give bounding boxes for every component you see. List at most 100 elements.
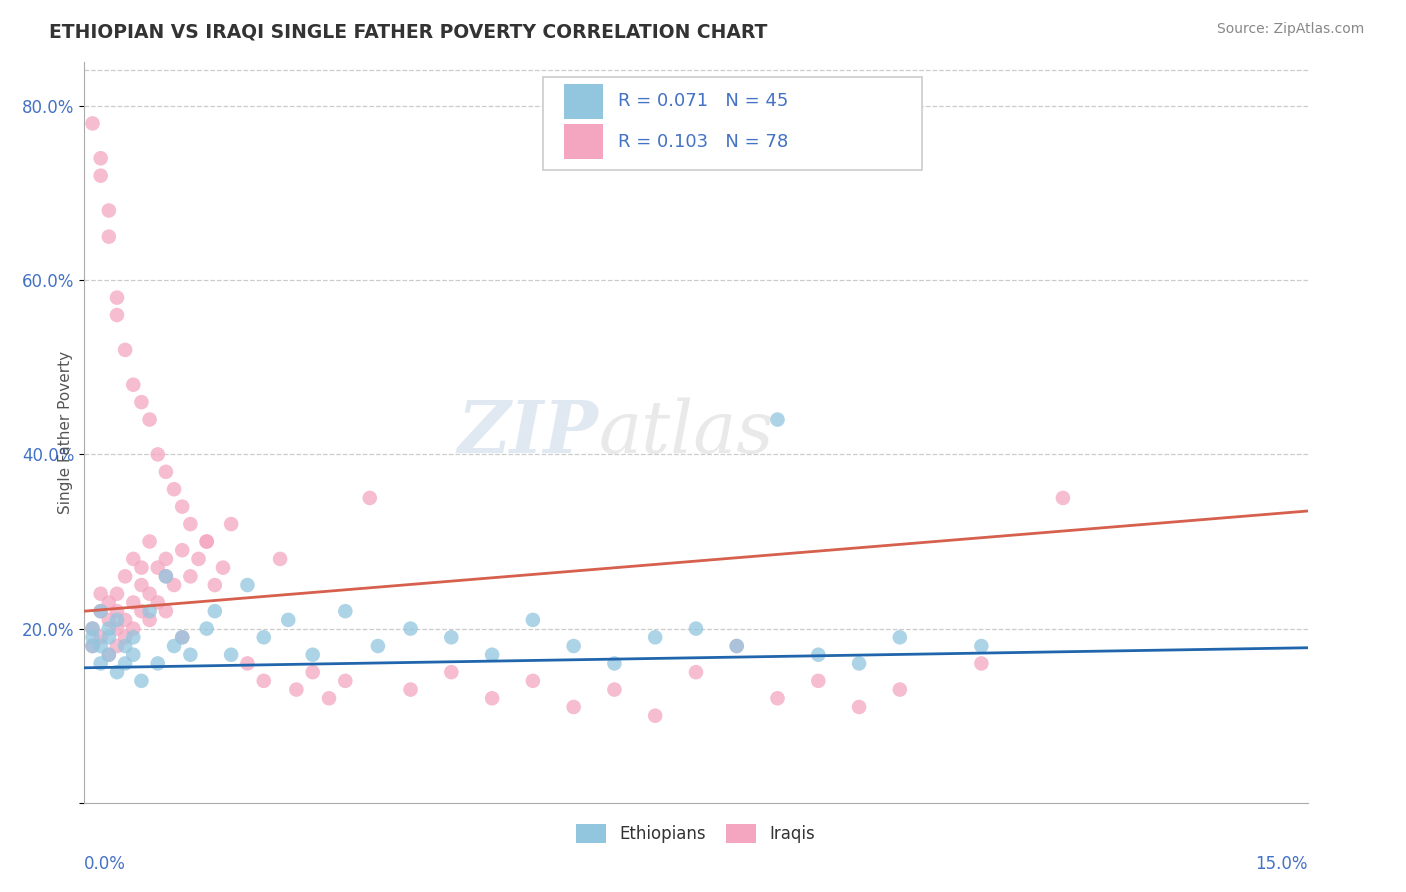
Point	[269, 552, 291, 566]
Point	[97, 630, 120, 644]
Point	[97, 648, 120, 662]
Point	[131, 673, 153, 688]
Point	[97, 613, 120, 627]
Point	[97, 595, 120, 609]
Point	[146, 447, 169, 461]
Point	[187, 552, 209, 566]
Point	[367, 639, 389, 653]
Point	[90, 151, 112, 165]
Point	[163, 639, 186, 653]
Point	[97, 229, 120, 244]
Point	[138, 613, 160, 627]
Point	[155, 552, 177, 566]
Point	[138, 587, 160, 601]
FancyBboxPatch shape	[543, 78, 922, 169]
Point	[889, 630, 911, 644]
Point	[82, 639, 104, 653]
Point	[97, 648, 120, 662]
Point	[253, 673, 276, 688]
Point	[82, 116, 104, 130]
Point	[131, 395, 153, 409]
Point	[122, 622, 145, 636]
Point	[90, 587, 112, 601]
Point	[122, 648, 145, 662]
Point	[105, 587, 128, 601]
Point	[155, 569, 177, 583]
Point	[562, 639, 585, 653]
Point	[105, 613, 128, 627]
Point	[277, 613, 299, 627]
Point	[522, 673, 544, 688]
Text: 15.0%: 15.0%	[1256, 855, 1308, 872]
Point	[97, 622, 120, 636]
Point	[562, 700, 585, 714]
Point	[179, 517, 201, 532]
Point	[807, 673, 830, 688]
Point	[685, 622, 707, 636]
Point	[82, 639, 104, 653]
Point	[285, 682, 308, 697]
Point	[603, 657, 626, 671]
Point	[725, 639, 748, 653]
Point	[138, 534, 160, 549]
Point	[90, 639, 112, 653]
Text: R = 0.103   N = 78: R = 0.103 N = 78	[617, 133, 787, 151]
Point	[335, 673, 357, 688]
Point	[481, 648, 503, 662]
Point	[90, 657, 112, 671]
Point	[644, 708, 666, 723]
Point	[359, 491, 381, 505]
Point	[82, 622, 104, 636]
Point	[219, 648, 242, 662]
Point	[131, 560, 153, 574]
Point	[685, 665, 707, 680]
Point	[301, 648, 323, 662]
Point	[90, 604, 112, 618]
Point	[603, 682, 626, 697]
Point	[236, 578, 259, 592]
Point	[253, 630, 276, 644]
Point	[82, 630, 104, 644]
Point	[172, 543, 194, 558]
Point	[807, 648, 830, 662]
Point	[114, 569, 136, 583]
Point	[146, 657, 169, 671]
Point	[172, 630, 194, 644]
Point	[440, 630, 463, 644]
Point	[105, 604, 128, 618]
Y-axis label: Single Father Poverty: Single Father Poverty	[58, 351, 73, 514]
Point	[131, 578, 153, 592]
Point	[122, 377, 145, 392]
Text: ZIP: ZIP	[457, 397, 598, 468]
Point	[179, 569, 201, 583]
Point	[114, 613, 136, 627]
Point	[766, 412, 789, 426]
Point	[131, 604, 153, 618]
Point	[155, 465, 177, 479]
Point	[725, 639, 748, 653]
Point	[522, 613, 544, 627]
Point	[114, 657, 136, 671]
Point	[644, 630, 666, 644]
Point	[155, 604, 177, 618]
Bar	[564, 84, 603, 120]
Point	[105, 622, 128, 636]
Point	[219, 517, 242, 532]
Text: 0.0%: 0.0%	[84, 855, 127, 872]
Point	[105, 665, 128, 680]
Point	[138, 412, 160, 426]
Point	[172, 630, 194, 644]
Point	[82, 622, 104, 636]
Point	[848, 700, 870, 714]
Text: Source: ZipAtlas.com: Source: ZipAtlas.com	[1216, 22, 1364, 37]
Point	[481, 691, 503, 706]
Point	[766, 691, 789, 706]
Point	[318, 691, 340, 706]
Point	[90, 604, 112, 618]
Point	[155, 569, 177, 583]
Point	[848, 657, 870, 671]
Point	[204, 604, 226, 618]
Point	[399, 682, 422, 697]
Point	[122, 630, 145, 644]
Legend: Ethiopians, Iraqis: Ethiopians, Iraqis	[569, 817, 823, 850]
